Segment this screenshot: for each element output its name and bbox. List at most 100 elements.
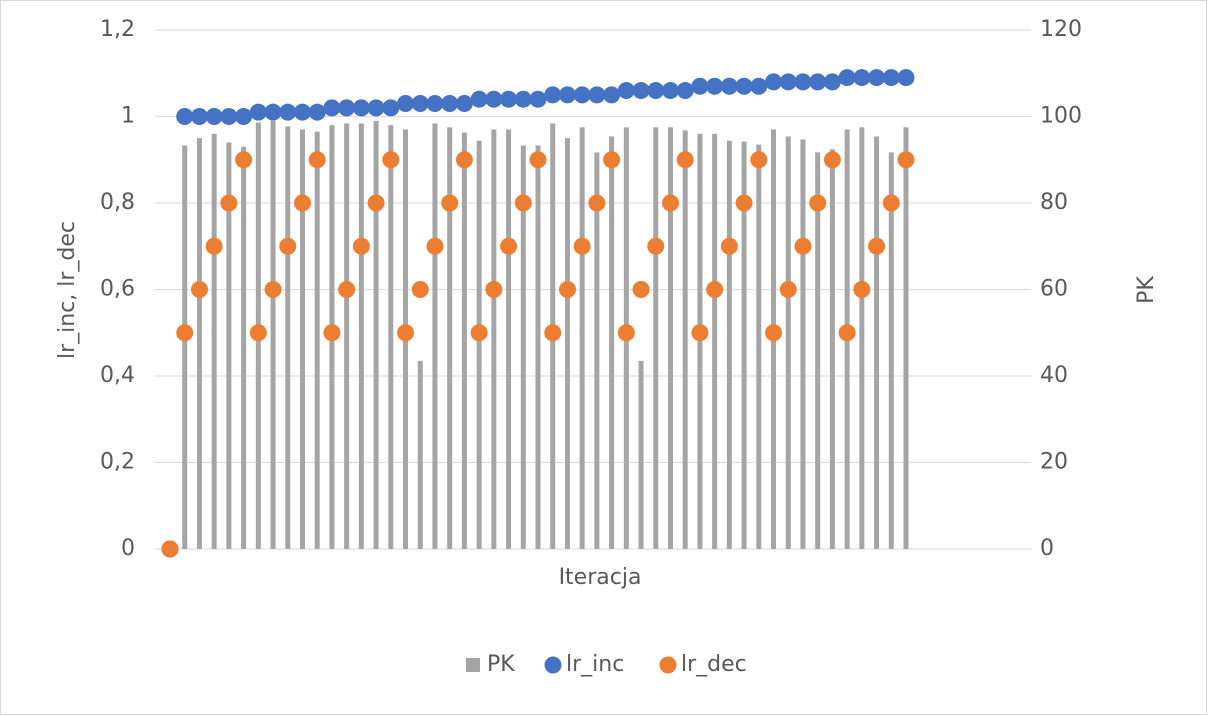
- marks: [161, 69, 915, 558]
- bar: [638, 360, 644, 549]
- marker: [352, 237, 370, 255]
- bar: [285, 126, 291, 549]
- bar: [182, 145, 188, 550]
- marker: [720, 237, 738, 255]
- y2-tick-label: 100: [1040, 104, 1082, 129]
- bar: [888, 152, 894, 549]
- marker: [809, 73, 827, 91]
- marker: [455, 95, 473, 113]
- marker: [603, 86, 621, 104]
- marker: [279, 103, 297, 121]
- marker: [500, 237, 518, 255]
- marker: [765, 73, 783, 91]
- marker: [558, 281, 576, 298]
- bar: [270, 120, 276, 549]
- marker: [603, 151, 621, 169]
- y-tick-label: 1: [121, 104, 135, 129]
- marker: [411, 281, 429, 298]
- bar: [756, 144, 762, 550]
- marker: [382, 151, 400, 169]
- marker: [441, 95, 459, 113]
- marker: [691, 77, 709, 95]
- marker: [868, 237, 886, 255]
- marker: [308, 103, 326, 121]
- marker: [691, 324, 709, 342]
- bar: [712, 133, 718, 550]
- bar: [491, 129, 497, 549]
- marker: [176, 108, 194, 125]
- bar: [859, 127, 865, 549]
- marker: [573, 86, 591, 104]
- marker: [823, 151, 841, 169]
- marker: [706, 77, 724, 95]
- bar: [211, 133, 217, 550]
- marker: [367, 194, 385, 212]
- bar: [520, 145, 526, 550]
- marker: [190, 281, 208, 298]
- bar: [432, 123, 438, 550]
- marker: [308, 151, 326, 169]
- marker: [264, 103, 282, 121]
- marker: [426, 237, 444, 255]
- marker: [220, 194, 238, 212]
- marker: [809, 194, 827, 212]
- marker: [897, 151, 915, 169]
- marker: [735, 194, 753, 212]
- marker: [647, 82, 665, 100]
- marker: [632, 82, 650, 100]
- bar: [344, 123, 350, 550]
- bar: [741, 141, 747, 549]
- bar: [506, 129, 512, 549]
- bar: [653, 127, 659, 549]
- marker: [544, 324, 562, 342]
- y2-axis-title: PK: [1134, 276, 1159, 304]
- bar: [726, 140, 732, 549]
- marker: [441, 194, 459, 212]
- marker: [588, 194, 606, 212]
- legend-swatch: [466, 658, 480, 672]
- legend-label: lr_inc: [566, 652, 624, 677]
- bar: [447, 127, 453, 549]
- marker: [868, 69, 886, 87]
- marker: [514, 194, 532, 212]
- bar: [373, 120, 379, 549]
- bar: [388, 125, 394, 550]
- marker: [293, 194, 311, 212]
- marker: [500, 90, 518, 108]
- marker: [750, 77, 768, 95]
- bar: [299, 129, 305, 549]
- y-tick-label: 0,8: [100, 190, 135, 215]
- marker: [352, 99, 370, 117]
- marker: [220, 108, 238, 125]
- bar: [476, 140, 482, 549]
- y-tick-label: 0: [121, 536, 135, 561]
- marker: [235, 108, 253, 125]
- y-tick-label: 1,2: [100, 17, 135, 42]
- bar: [903, 127, 909, 549]
- marker: [249, 324, 267, 342]
- marker: [235, 151, 253, 169]
- bar: [241, 146, 247, 549]
- marker: [794, 73, 812, 91]
- bar: [815, 152, 821, 549]
- marker: [765, 324, 783, 342]
- bar: [785, 136, 791, 549]
- y2-tick-label: 20: [1040, 450, 1068, 475]
- bar: [314, 131, 320, 549]
- marker: [853, 281, 871, 298]
- marker: [661, 194, 679, 212]
- marker: [470, 90, 488, 108]
- x-axis-title: Iteracja: [559, 565, 642, 590]
- marker: [897, 69, 915, 87]
- marker: [264, 281, 282, 298]
- marker: [838, 324, 856, 342]
- marker: [823, 73, 841, 91]
- bar: [564, 138, 570, 549]
- y2-tick-label: 60: [1040, 277, 1068, 302]
- y-tick-label: 0,2: [100, 450, 135, 475]
- marker: [529, 151, 547, 169]
- y2-tick-label: 0: [1040, 536, 1054, 561]
- bar: [697, 133, 703, 550]
- marker: [279, 237, 297, 255]
